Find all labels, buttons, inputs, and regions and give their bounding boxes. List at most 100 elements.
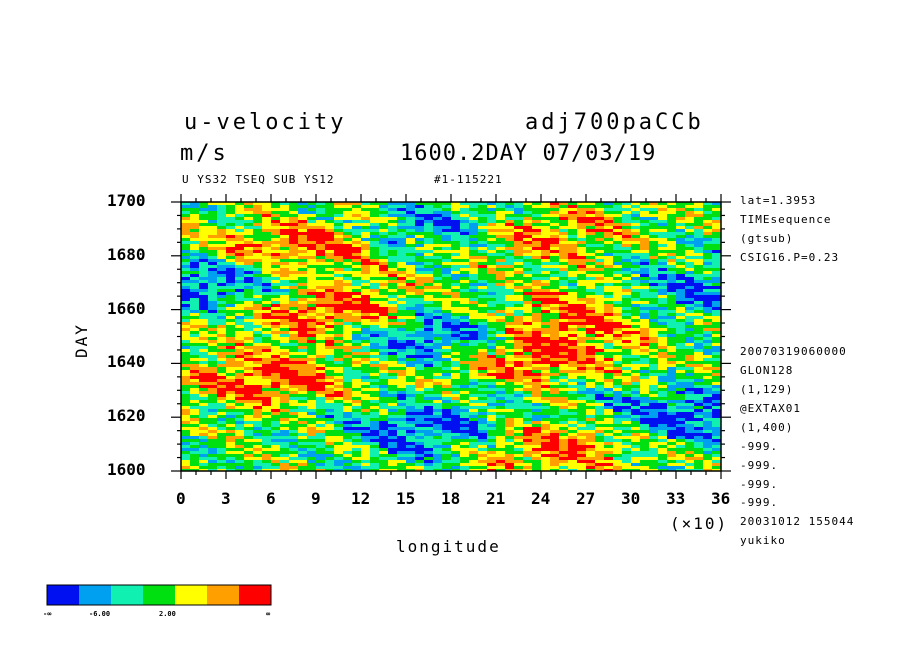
heatmap-cell xyxy=(181,436,191,440)
heatmap-cell xyxy=(415,361,425,365)
heatmap-cell xyxy=(244,268,254,272)
heatmap-cell xyxy=(541,346,551,350)
heatmap-cell xyxy=(379,202,389,206)
heatmap-cell xyxy=(280,259,290,263)
heatmap-cell xyxy=(550,376,560,380)
heatmap-cell xyxy=(604,256,614,260)
heatmap-cell xyxy=(442,217,452,221)
heatmap-cell xyxy=(217,286,227,290)
heatmap-cell xyxy=(253,448,263,452)
heatmap-cell xyxy=(316,241,326,245)
heatmap-cell xyxy=(505,274,515,278)
heatmap-cell xyxy=(550,361,560,365)
heatmap-cell xyxy=(280,235,290,239)
heatmap-cell xyxy=(577,334,587,338)
heatmap-cell xyxy=(325,391,335,395)
heatmap-cell xyxy=(568,310,578,314)
heatmap-cell xyxy=(442,286,452,290)
heatmap-cell xyxy=(244,445,254,449)
heatmap-cell xyxy=(352,247,362,251)
heatmap-cell xyxy=(550,256,560,260)
heatmap-cell xyxy=(316,235,326,239)
heatmap-cell xyxy=(199,355,209,359)
heatmap-cell xyxy=(244,286,254,290)
heatmap-cell xyxy=(316,226,326,230)
heatmap-cell xyxy=(262,220,272,224)
heatmap-cell xyxy=(703,340,713,344)
heatmap-cell xyxy=(694,448,704,452)
heatmap-cell xyxy=(694,388,704,392)
heatmap-cell xyxy=(217,427,227,431)
heatmap-cell xyxy=(262,217,272,221)
heatmap-cell xyxy=(667,229,677,233)
heatmap-cell xyxy=(433,202,443,206)
heatmap-cell xyxy=(451,442,461,446)
heatmap-cell xyxy=(244,220,254,224)
heatmap-cell xyxy=(262,346,272,350)
heatmap-cell xyxy=(289,346,299,350)
heatmap-cell xyxy=(622,385,632,389)
heatmap-cell xyxy=(208,427,218,431)
heatmap-cell xyxy=(307,319,317,323)
heatmap-cell xyxy=(559,448,569,452)
heatmap-cell xyxy=(433,241,443,245)
heatmap-cell xyxy=(712,259,721,263)
heatmap-cell xyxy=(694,316,704,320)
heatmap-cell xyxy=(631,430,641,434)
heatmap-cell xyxy=(253,325,263,329)
heatmap-cell xyxy=(514,289,524,293)
heatmap-cell xyxy=(640,223,650,227)
heatmap-cell xyxy=(208,385,218,389)
heatmap-cell xyxy=(622,388,632,392)
heatmap-cell xyxy=(667,283,677,287)
heatmap-cell xyxy=(280,361,290,365)
heatmap-cell xyxy=(595,226,605,230)
heatmap-cell xyxy=(415,292,425,296)
heatmap-cell xyxy=(361,298,371,302)
heatmap-cell xyxy=(406,319,416,323)
heatmap-cell xyxy=(442,298,452,302)
heatmap-cell xyxy=(343,379,353,383)
heatmap-cell xyxy=(226,247,236,251)
heatmap-cell xyxy=(244,367,254,371)
heatmap-cell xyxy=(361,253,371,257)
heatmap-cell xyxy=(325,310,335,314)
heatmap-cell xyxy=(343,235,353,239)
heatmap-cell xyxy=(325,349,335,353)
heatmap-cell xyxy=(244,373,254,377)
heatmap-cell xyxy=(181,343,191,347)
heatmap-cell xyxy=(325,346,335,350)
heatmap-cell xyxy=(433,418,443,422)
heatmap-cell xyxy=(235,403,245,407)
heatmap-cell xyxy=(298,232,308,236)
heatmap-cell xyxy=(505,229,515,233)
heatmap-cell xyxy=(496,358,506,362)
heatmap-cell xyxy=(316,346,326,350)
heatmap-cell xyxy=(325,265,335,269)
heatmap-cell xyxy=(379,310,389,314)
heatmap-cell xyxy=(361,328,371,332)
heatmap-cell xyxy=(496,442,506,446)
heatmap-cell xyxy=(316,322,326,326)
heatmap-cell xyxy=(370,436,380,440)
heatmap-cell xyxy=(622,226,632,230)
heatmap-cell xyxy=(262,211,272,215)
heatmap-cell xyxy=(523,310,533,314)
heatmap-cell xyxy=(487,439,497,443)
heatmap-cell xyxy=(415,442,425,446)
heatmap-cell xyxy=(496,325,506,329)
heatmap-cell xyxy=(379,364,389,368)
heatmap-cell xyxy=(199,241,209,245)
heatmap-cell xyxy=(307,298,317,302)
heatmap-cell xyxy=(325,397,335,401)
heatmap-cell xyxy=(622,295,632,299)
heatmap-cell xyxy=(694,409,704,413)
heatmap-cell xyxy=(415,295,425,299)
heatmap-cell xyxy=(190,412,200,416)
heatmap-cell xyxy=(712,274,721,278)
heatmap-cell xyxy=(406,301,416,305)
heatmap-cell xyxy=(649,397,659,401)
heatmap-cell xyxy=(550,214,560,218)
heatmap-cell xyxy=(496,238,506,242)
heatmap-cell xyxy=(550,250,560,254)
